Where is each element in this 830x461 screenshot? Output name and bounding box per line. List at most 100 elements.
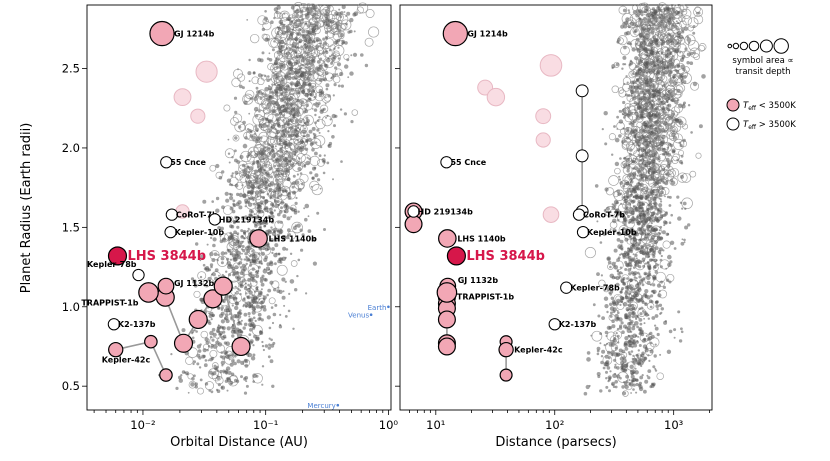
background-planet-point bbox=[650, 222, 653, 225]
background-planet-point bbox=[606, 342, 608, 345]
background-planet-point bbox=[294, 153, 297, 156]
background-planet-point bbox=[239, 328, 242, 331]
background-planet-point bbox=[657, 186, 659, 189]
background-planet-point bbox=[278, 138, 281, 141]
background-planet-point bbox=[643, 317, 645, 320]
background-planet-point bbox=[286, 51, 291, 56]
background-planet-point bbox=[325, 38, 334, 47]
background-planet-point bbox=[308, 83, 312, 87]
cool-planet bbox=[138, 282, 159, 303]
background-planet-point bbox=[218, 175, 223, 180]
background-planet-point bbox=[632, 96, 636, 101]
background-planet-point bbox=[339, 71, 344, 77]
legend-size-circle bbox=[727, 43, 733, 49]
background-planet-point bbox=[648, 273, 651, 276]
background-planet-point bbox=[315, 101, 318, 105]
background-planet-point bbox=[231, 334, 235, 338]
background-planet-point bbox=[614, 167, 621, 175]
background-planet-point bbox=[660, 200, 663, 203]
background-planet-point bbox=[314, 135, 326, 147]
background-planet-point bbox=[266, 315, 271, 320]
background-planet-point bbox=[649, 140, 653, 145]
background-planet-point bbox=[628, 379, 631, 381]
background-planet-point bbox=[616, 354, 619, 357]
background-planet-point bbox=[629, 207, 634, 212]
background-planet-point bbox=[660, 140, 665, 145]
background-planet-point bbox=[202, 263, 206, 267]
background-planet-point bbox=[251, 249, 254, 253]
background-planet-point bbox=[651, 7, 656, 11]
background-planet-point bbox=[238, 261, 243, 265]
background-planet-point bbox=[185, 356, 194, 365]
background-planet-point bbox=[230, 174, 234, 178]
background-planet-point bbox=[661, 230, 666, 235]
background-planet-point bbox=[309, 92, 314, 97]
background-planet-point bbox=[681, 104, 686, 109]
background-planet-point bbox=[197, 387, 204, 395]
background-planet-point bbox=[596, 272, 600, 276]
background-planet-point bbox=[267, 355, 271, 359]
cool-planet bbox=[249, 229, 268, 248]
background-planet-point bbox=[631, 242, 635, 246]
background-planet-point bbox=[676, 195, 680, 199]
background-planet-point bbox=[251, 187, 255, 191]
background-planet-point bbox=[257, 312, 262, 317]
background-planet-point bbox=[307, 62, 315, 70]
background-planet-point bbox=[583, 391, 588, 396]
background-planet-point bbox=[312, 5, 317, 10]
background-planet-point bbox=[297, 162, 302, 167]
background-planet-point bbox=[288, 292, 291, 295]
background-planet-point bbox=[679, 160, 683, 164]
background-planet-point bbox=[632, 312, 635, 315]
background-planet-point bbox=[257, 214, 260, 217]
background-planet-point bbox=[654, 343, 657, 346]
background-planet-point bbox=[307, 215, 310, 218]
background-planet-point bbox=[221, 170, 225, 174]
background-planet-point bbox=[258, 109, 261, 113]
background-planet-point bbox=[665, 100, 669, 103]
background-planet-point bbox=[330, 61, 334, 65]
background-planet-point bbox=[618, 178, 621, 181]
background-planet-point bbox=[325, 87, 329, 91]
background-planet-point bbox=[317, 178, 321, 182]
background-planet-point bbox=[655, 271, 666, 283]
background-planet-point bbox=[639, 250, 642, 252]
background-planet-point bbox=[261, 126, 263, 129]
background-planet-point bbox=[682, 138, 686, 143]
background-planet-point bbox=[244, 282, 247, 285]
background-planet-point bbox=[652, 67, 657, 71]
background-planet-point bbox=[636, 271, 640, 275]
background-planet-point bbox=[637, 357, 643, 362]
background-planet-point bbox=[600, 355, 604, 358]
background-planet-point bbox=[290, 64, 294, 68]
background-planet-point bbox=[311, 141, 315, 145]
legend-size-circle bbox=[732, 42, 740, 50]
background-planet-point bbox=[667, 262, 672, 267]
background-planet-point bbox=[616, 334, 620, 338]
background-planet-point bbox=[265, 266, 271, 271]
background-planet-point bbox=[681, 15, 693, 26]
background-planet-point bbox=[230, 264, 233, 267]
background-planet-point bbox=[638, 261, 641, 265]
background-planet-point bbox=[644, 379, 649, 384]
background-planet-point bbox=[295, 13, 299, 18]
background-planet-point bbox=[337, 57, 341, 60]
background-planet-point bbox=[220, 261, 224, 265]
background-planet-point bbox=[647, 243, 651, 247]
background-planet-point bbox=[279, 313, 282, 316]
background-planet-point bbox=[269, 175, 273, 179]
background-planet-point bbox=[687, 25, 694, 32]
background-planet-point bbox=[277, 252, 281, 256]
background-planet-point bbox=[250, 321, 255, 326]
background-planet-point bbox=[625, 136, 630, 140]
cool-planet-faint bbox=[195, 60, 218, 83]
background-planet-point bbox=[648, 267, 651, 270]
background-planet-point bbox=[641, 300, 645, 304]
background-planet-point bbox=[290, 215, 292, 218]
background-planet-point bbox=[254, 319, 257, 322]
background-planet-point bbox=[630, 92, 633, 95]
background-planet-point bbox=[298, 119, 303, 124]
solar-system-point bbox=[336, 403, 340, 407]
background-planet-point bbox=[267, 183, 272, 187]
background-planet-point bbox=[647, 369, 652, 373]
